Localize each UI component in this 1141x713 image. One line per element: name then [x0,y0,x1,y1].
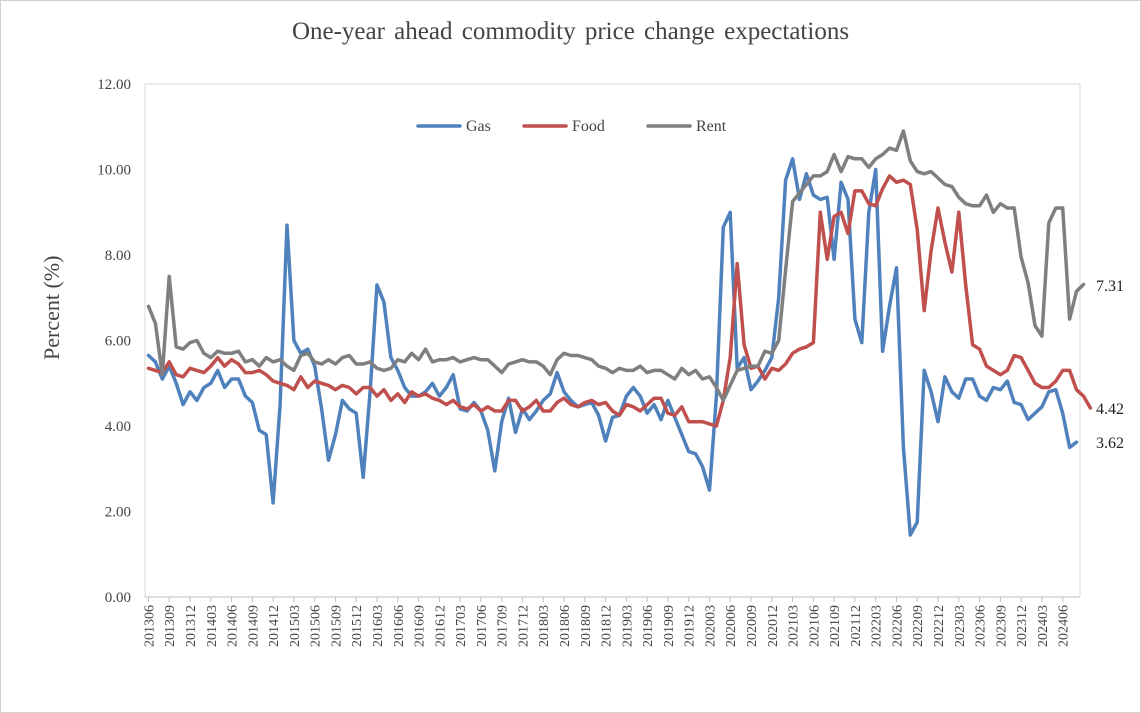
x-tick-label: 201406 [226,605,241,647]
x-tick-label: 202103 [787,605,802,647]
x-tick-label: 201709 [496,605,511,647]
x-tick-label: 201509 [329,605,344,647]
x-tick-label: 201803 [537,605,552,647]
x-tick-label: 201903 [620,605,635,647]
x-tick-label: 201609 [413,605,428,647]
x-tick-label: 202006 [724,605,739,647]
end-value-label: 3.62 [1096,435,1124,452]
x-tick-label: 201809 [579,605,594,647]
x-tick-label: 201309 [163,605,178,647]
x-tick-label: 201812 [600,605,615,647]
x-tick-label: 201506 [309,605,324,647]
legend-label-gas: Gas [466,118,491,135]
x-tick-label: 202203 [870,605,885,647]
end-value-label: 7.31 [1096,278,1124,295]
x-tick-label: 202003 [703,605,718,647]
series-line-food [146,174,1093,428]
y-tick-label: 8.00 [105,248,131,264]
series-line-rent [146,129,1086,403]
x-tick-label: 202212 [932,605,947,647]
x-tick-label: 201403 [205,605,220,647]
x-tick-label: 201412 [267,605,282,647]
y-tick-label: 10.00 [97,163,131,179]
x-tick-label: 201512 [350,605,365,647]
x-tick-label: 201703 [454,605,469,647]
y-tick-label: 6.00 [105,334,131,350]
x-tick-label: 202206 [890,605,905,647]
y-tick-label: 0.00 [105,590,131,606]
x-tick-label: 201503 [288,605,303,647]
x-tick-label: 202009 [745,605,760,647]
plot-area [144,83,1081,598]
legend-label-food: Food [572,118,605,135]
x-tick-label: 201909 [662,605,677,647]
x-tick-label: 201906 [641,605,656,647]
x-tick-label: 201409 [246,605,261,647]
x-tick-label: 201606 [392,605,407,647]
x-tick-label: 202106 [807,605,822,647]
legend-label-rent: Rent [696,118,727,135]
y-tick-label: 4.00 [105,419,131,435]
x-tick-label: 202312 [1015,605,1030,647]
x-tick-label: 202403 [1036,605,1051,647]
x-tick-label: 201603 [371,605,386,647]
series-line-gas [146,157,1079,537]
x-tick-label: 202406 [1057,605,1072,647]
chart-title: One-year ahead commodity price change ex… [291,18,850,45]
x-tick-label: 201706 [475,605,490,647]
end-value-label: 4.42 [1096,401,1124,418]
x-tick-label: 201312 [184,605,199,647]
x-tick-label: 201912 [683,605,698,647]
y-tick-label: 2.00 [105,505,131,521]
x-tick-label: 202109 [828,605,843,647]
x-tick-label: 202306 [974,605,989,647]
x-tick-label: 201712 [516,605,531,647]
x-tick-label: 202309 [994,605,1009,647]
x-tick-label: 202209 [911,605,926,647]
x-tick-label: 201806 [558,605,573,647]
x-tick-label: 202112 [849,605,864,646]
y-tick-label: 12.00 [97,77,131,93]
x-tick-label: 202303 [953,605,968,647]
x-tick-label: 201306 [142,605,157,647]
x-tick-label: 202012 [766,605,781,647]
x-tick-label: 201612 [433,605,448,647]
